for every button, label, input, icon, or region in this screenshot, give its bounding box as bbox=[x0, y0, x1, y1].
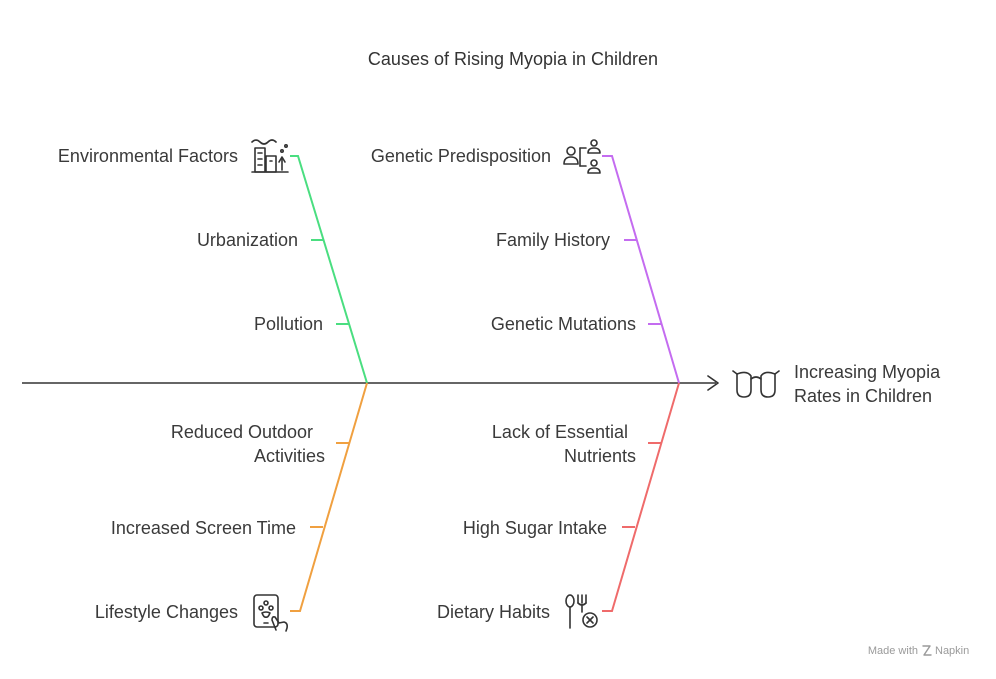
cause-high-sugar-intake: High Sugar Intake bbox=[463, 518, 607, 538]
branch-environmental: Environmental Factors Urbanization Pollu… bbox=[58, 139, 368, 384]
cause-essential-nutrients-line2: Nutrients bbox=[564, 446, 636, 466]
cause-reduced-outdoor-line1: Reduced Outdoor bbox=[171, 422, 313, 442]
branch-line-lifestyle bbox=[290, 382, 368, 612]
cause-urbanization: Urbanization bbox=[197, 230, 298, 250]
branch-lifestyle: Reduced Outdoor Activities Increased Scr… bbox=[95, 382, 368, 632]
category-label-genetic: Genetic Predisposition bbox=[371, 146, 551, 166]
branch-dietary: Lack of Essential Nutrients High Sugar I… bbox=[437, 382, 680, 629]
watermark: Made with Napkin bbox=[868, 645, 969, 657]
cause-family-history: Family History bbox=[496, 230, 610, 250]
glasses-icon bbox=[732, 370, 780, 398]
cause-essential-nutrients-line1: Lack of Essential bbox=[492, 422, 628, 442]
city-pollution-icon bbox=[251, 139, 289, 173]
watermark-prefix: Made with bbox=[868, 645, 918, 657]
cause-pollution: Pollution bbox=[254, 314, 323, 334]
no-food-icon bbox=[565, 594, 598, 629]
effect-label-line1: Increasing Myopia bbox=[794, 362, 941, 382]
branch-line-environmental bbox=[290, 155, 368, 384]
family-tree-icon bbox=[563, 139, 601, 174]
category-label-environmental: Environmental Factors bbox=[58, 146, 238, 166]
category-label-lifestyle: Lifestyle Changes bbox=[95, 602, 238, 622]
effect-node: Increasing Myopia Rates in Children bbox=[732, 362, 941, 406]
branch-genetic: Genetic Predisposition Family History Ge… bbox=[371, 139, 680, 384]
branch-line-dietary bbox=[602, 382, 680, 612]
cause-increased-screen-time: Increased Screen Time bbox=[111, 518, 296, 538]
watermark-brand: Napkin bbox=[935, 645, 969, 657]
cause-genetic-mutations: Genetic Mutations bbox=[491, 314, 636, 334]
effect-label-line2: Rates in Children bbox=[794, 386, 932, 406]
cause-reduced-outdoor-line2: Activities bbox=[254, 446, 325, 466]
category-label-dietary: Dietary Habits bbox=[437, 602, 550, 622]
spine-arrowhead bbox=[707, 375, 719, 391]
napkin-logo-icon bbox=[922, 645, 932, 656]
branch-line-genetic bbox=[602, 155, 680, 384]
diagram-title: Causes of Rising Myopia in Children bbox=[368, 49, 658, 69]
tablet-touch-icon bbox=[253, 594, 288, 632]
